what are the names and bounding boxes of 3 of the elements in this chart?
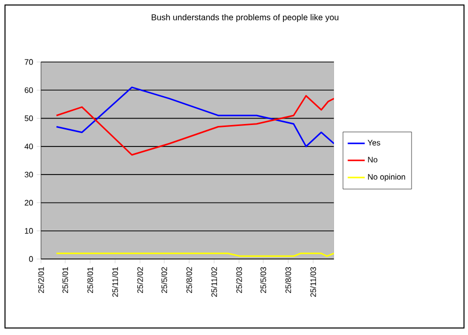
- line-series: [56, 95, 334, 156]
- line-series: [56, 86, 334, 148]
- chart-title: Bush understands the problems of people like you: [152, 14, 338, 22]
